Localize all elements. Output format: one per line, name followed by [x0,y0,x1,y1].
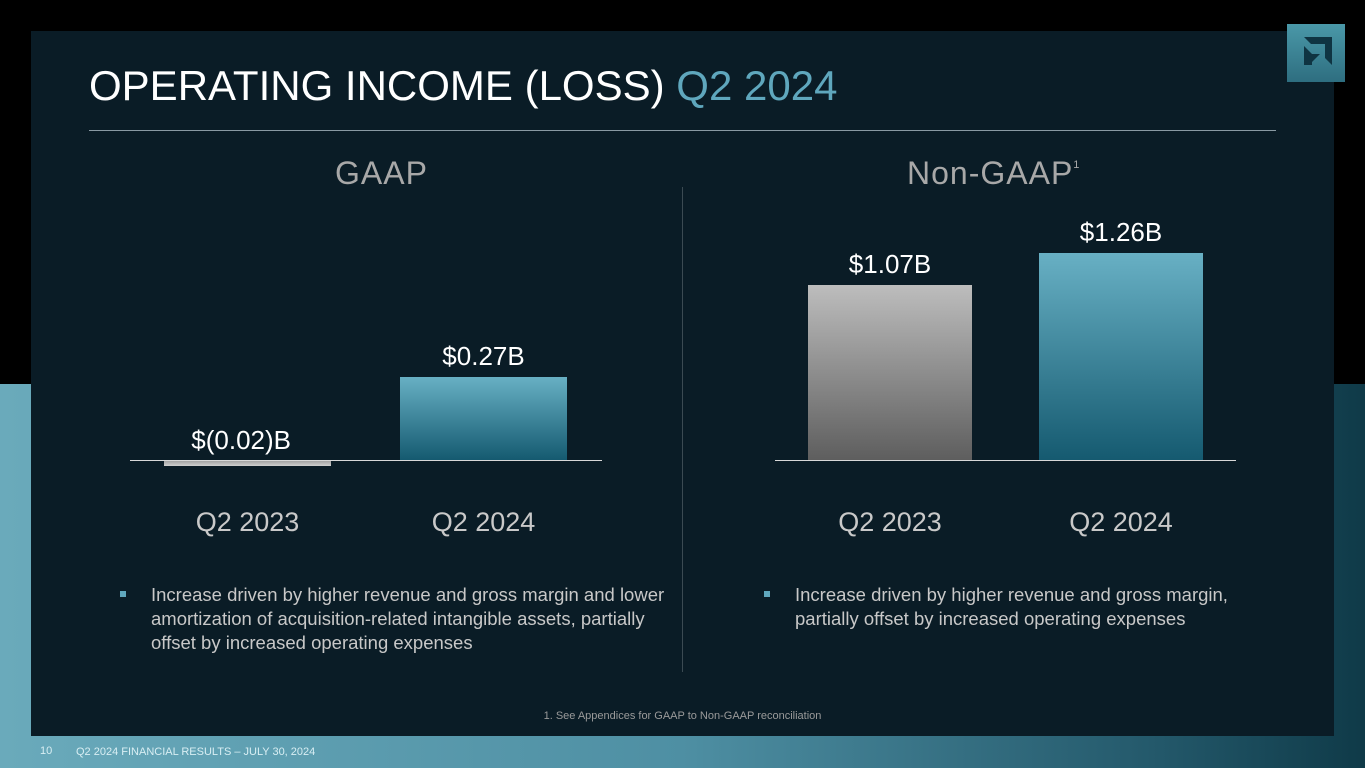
bullet-icon [764,591,770,597]
nongaap-bar-0 [808,284,972,460]
gaap-bar-0 [164,460,331,467]
nongaap-category-label-1: Q2 2024 [1069,507,1173,537]
gaap-bullet: Increase driven by higher revenue and gr… [120,583,671,655]
amd-logo-icon [1287,24,1345,82]
nongaap-data-label-1: $1.26B [1079,217,1163,248]
gaap-data-label-1: $0.27B [442,341,525,372]
nongaap-axis-line [775,460,1236,461]
nongaap-heading: Non-GAAP1 [907,155,1081,191]
page-number: 10 [40,745,53,757]
nongaap-bar-1 [1039,253,1203,460]
footer-text: Q2 2024 FINANCIAL RESULTS – JULY 30, 202… [76,746,316,758]
nongaap-bullet: Increase driven by higher revenue and gr… [764,583,1285,631]
gaap-data-label-0: $(0.02)B [191,425,291,455]
nongaap-category-label-0: Q2 2023 [838,507,942,537]
gaap-category-label-0: Q2 2023 [195,507,300,537]
page-title: OPERATING INCOME (LOSS) Q2 2024 [89,62,838,109]
title-divider [89,130,1276,131]
gaap-bar-1 [400,377,567,460]
bullet-icon [120,591,126,597]
nongaap-data-label-0: $1.07B [848,248,932,279]
gaap-heading: GAAP [335,155,428,191]
gaap-category-label-1: Q2 2024 [431,507,536,537]
gaap-axis-line [130,460,602,461]
footnote: 1. See Appendices for GAAP to Non-GAAP r… [543,710,822,722]
section-divider [682,187,683,672]
